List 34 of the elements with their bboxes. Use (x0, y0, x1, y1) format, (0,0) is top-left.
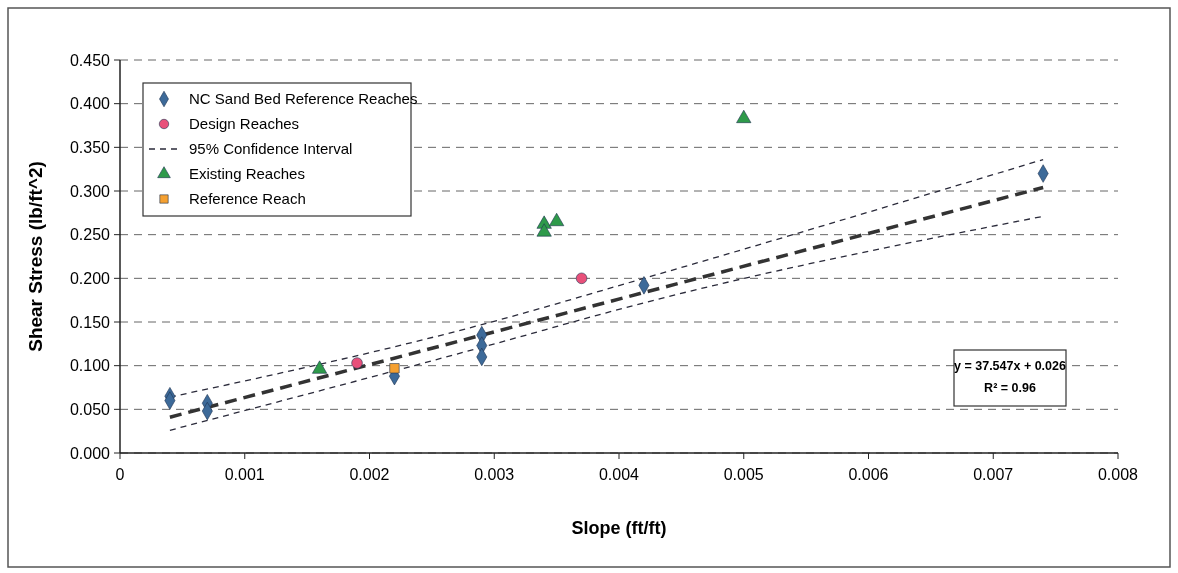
annotation: R² = 0.96 (984, 381, 1036, 395)
point (736, 109, 752, 123)
point (575, 272, 588, 284)
y-axis-title: Shear Stress (lb/ft^2) (25, 161, 46, 352)
y-tick-label: 0.350 (69, 138, 111, 156)
x-tick-label: 0.001 (224, 466, 265, 483)
x-tick-label: 0.002 (349, 466, 390, 483)
annotation: y = 37.547x + 0.026 (954, 359, 1066, 373)
legend-label: Design Reaches (189, 115, 300, 133)
x-axis-title: Slope (ft/ft) (571, 518, 667, 538)
point (389, 363, 400, 374)
y-tick-label: 0.050 (69, 400, 111, 418)
y-tick-label: 0.450 (69, 51, 111, 69)
x-tick-label: 0.007 (973, 466, 1014, 483)
x-tick-label: 0.004 (598, 466, 640, 483)
y-tick-label: 0.300 (69, 182, 111, 200)
legend-label: Existing Reaches (189, 165, 305, 183)
x-tick-label: 0.005 (723, 466, 764, 483)
y-tick-label: 0.150 (69, 313, 111, 331)
x-tick-label: 0.006 (848, 466, 889, 483)
x-tick-label: 0.008 (1097, 466, 1139, 483)
y-tick-label: 0.100 (69, 357, 111, 375)
legend-label: 95% Confidence Interval (189, 140, 353, 158)
point (351, 357, 363, 369)
legend-label: Reference Reach (189, 190, 306, 208)
y-tick-label: 0.250 (69, 226, 111, 244)
x-tick-label: 0.003 (474, 466, 515, 483)
y-tick-label: 0.200 (69, 269, 111, 287)
legend-label: NC Sand Bed Reference Reaches (189, 90, 418, 108)
point (536, 223, 552, 237)
point (549, 212, 565, 227)
x-tick-label: 0 (115, 466, 125, 483)
y-tick-label: 0.400 (69, 95, 111, 113)
y-tick-label: 0.000 (69, 444, 111, 462)
